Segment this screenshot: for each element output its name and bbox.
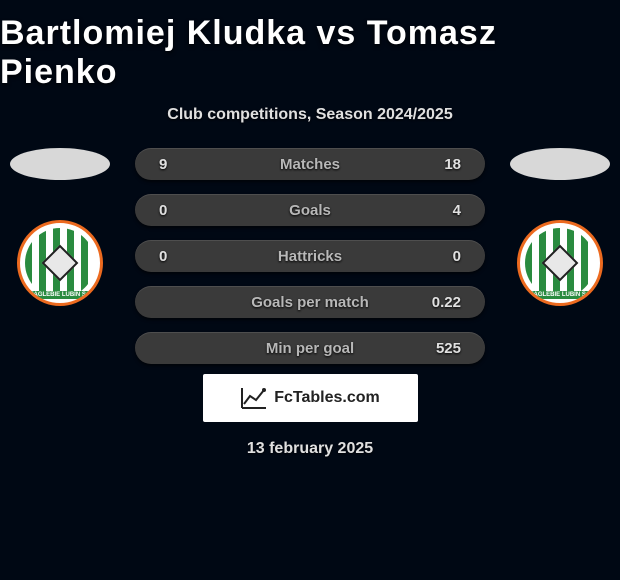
stat-pill-goals: 0 Goals 4	[135, 194, 485, 226]
right-player-col: ZAGLEBIE LUBIN SA	[510, 148, 610, 306]
stat-pill-matches: 9 Matches 18	[135, 148, 485, 180]
branding-box: FcTables.com	[203, 374, 418, 422]
left-player-silhouette	[10, 148, 110, 180]
subtitle: Club competitions, Season 2024/2025	[167, 106, 452, 124]
chart-icon	[240, 386, 268, 410]
stat-right-value: 18	[421, 156, 461, 173]
stat-pill-hattricks: 0 Hattricks 0	[135, 240, 485, 272]
stat-label: Min per goal	[266, 340, 354, 357]
stat-label: Goals per match	[251, 294, 369, 311]
stat-pill-min-per-goal: Min per goal 525	[135, 332, 485, 364]
stat-left-value: 0	[159, 248, 199, 265]
stat-right-value: 525	[421, 340, 461, 357]
branding-text: FcTables.com	[274, 389, 380, 407]
stats-column: 9 Matches 18 0 Goals 4 0 Hattricks 0 Goals per ma…	[120, 148, 500, 364]
page-title: Bartlomiej Kludka vs Tomasz Pienko	[0, 14, 620, 92]
right-club-badge: ZAGLEBIE LUBIN SA	[517, 220, 603, 306]
stat-pill-goals-per-match: Goals per match 0.22	[135, 286, 485, 318]
left-badge-text: ZAGLEBIE LUBIN SA	[25, 291, 95, 299]
date-text: 13 february 2025	[247, 440, 373, 458]
stat-right-value: 4	[421, 202, 461, 219]
stat-label: Matches	[280, 156, 340, 173]
stat-left-value: 9	[159, 156, 199, 173]
left-club-badge: ZAGLEBIE LUBIN SA	[17, 220, 103, 306]
stat-right-value: 0.22	[421, 294, 461, 311]
stat-label: Goals	[289, 202, 331, 219]
right-badge-text: ZAGLEBIE LUBIN SA	[525, 291, 595, 299]
stat-right-value: 0	[421, 248, 461, 265]
right-player-silhouette	[510, 148, 610, 180]
stat-left-value: 0	[159, 202, 199, 219]
stat-label: Hattricks	[278, 248, 342, 265]
main-row: ZAGLEBIE LUBIN SA 9 Matches 18 0 Goals 4 0 Hatt…	[0, 148, 620, 364]
left-player-col: ZAGLEBIE LUBIN SA	[10, 148, 110, 306]
